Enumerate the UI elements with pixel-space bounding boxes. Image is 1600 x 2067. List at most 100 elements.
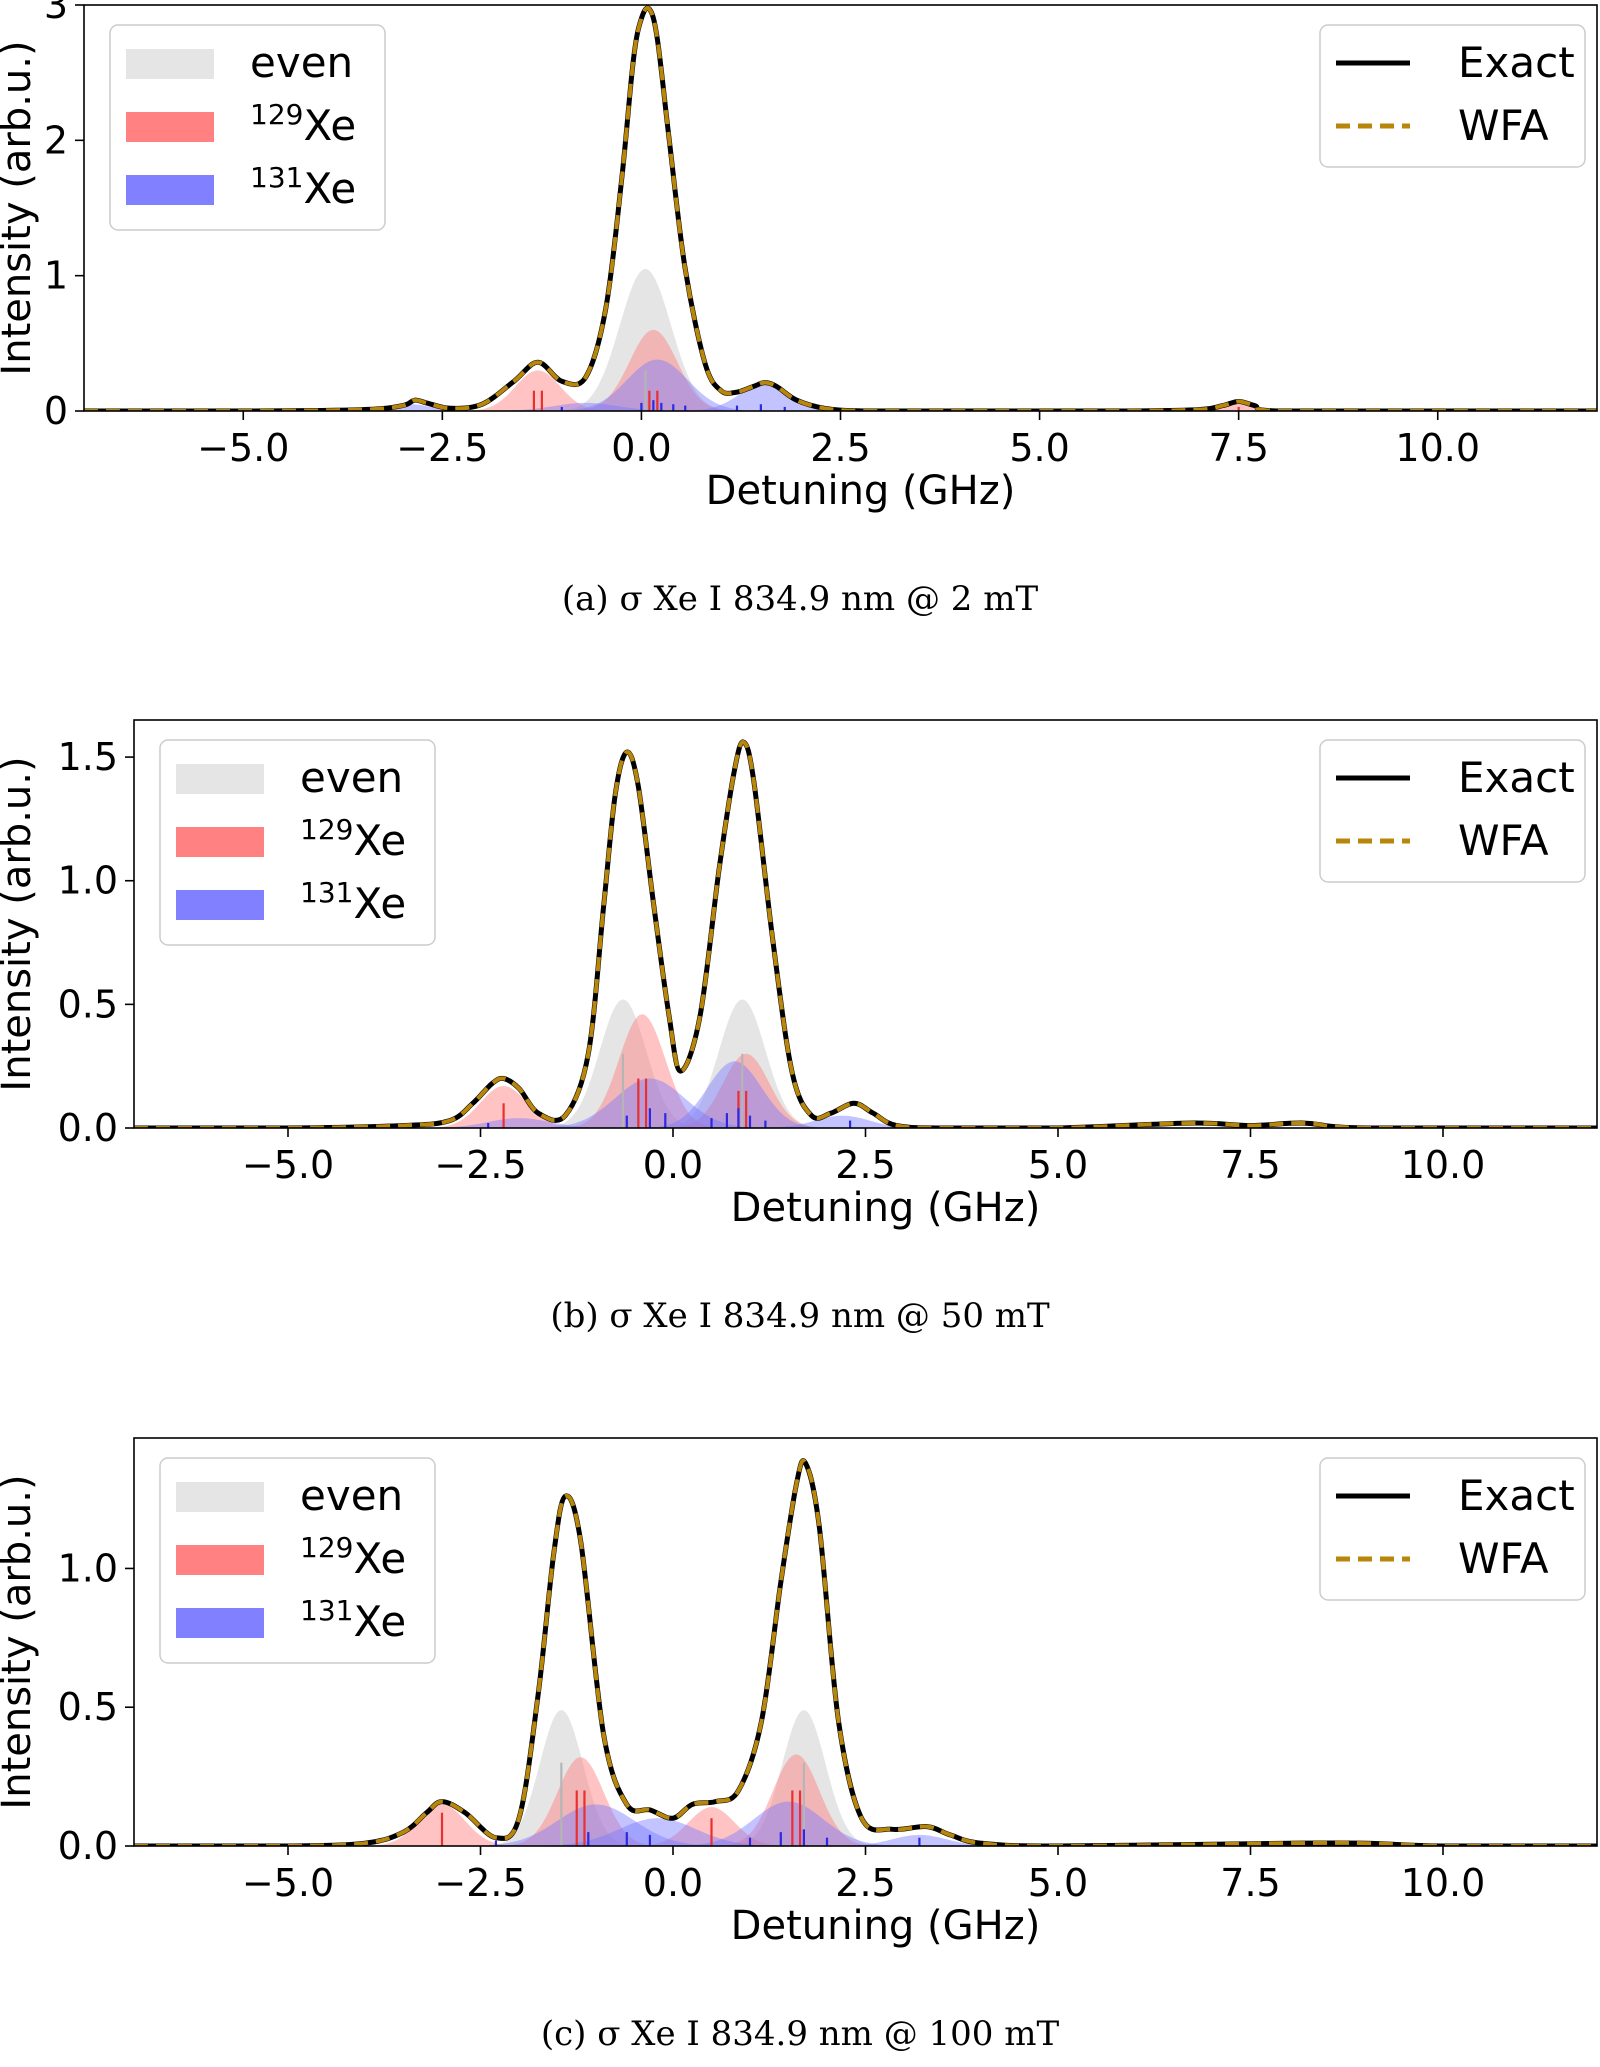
- x-tick-label: 0.0: [611, 426, 671, 470]
- x-tick-label: −2.5: [434, 1143, 526, 1187]
- legend-superscript: 131: [300, 876, 353, 909]
- legend-element: Xe: [303, 101, 356, 150]
- legend-swatch: [126, 175, 214, 205]
- legend-superscript: 131: [250, 161, 303, 194]
- xe131-area: [536, 359, 779, 411]
- chart-panel-2: −5.0 −2.5 0.0 2.5 5.0 7.5 10.0 0.0 0.5 1.0 1.5 Detu…: [0, 719, 1598, 1336]
- xe131-area: [503, 1818, 812, 1846]
- x-tick-label: 7.5: [1208, 426, 1268, 470]
- wfa-line: [84, 6, 1597, 411]
- xe129-area: [703, 1754, 889, 1846]
- xe131-area: [330, 404, 491, 411]
- x-tick-label: −2.5: [396, 426, 488, 470]
- x-tick-label: 5.0: [1009, 426, 1069, 470]
- y-tick-label: 0: [44, 389, 68, 433]
- legend-label: Exact: [1458, 753, 1575, 802]
- legend-element: Xe: [353, 879, 406, 928]
- x-tick-label: 0.0: [643, 1143, 703, 1187]
- xe131-area: [649, 1801, 928, 1846]
- chart-panel-1: −5.0 −2.5 0.0 2.5 5.0 7.5 10.0 0 1 2 3 Detuning (GH…: [0, 0, 1598, 619]
- even-area: [543, 268, 748, 411]
- legend-swatch: [176, 890, 264, 920]
- legend-label: Exact: [1458, 1471, 1575, 1520]
- exact-line: [134, 1458, 1597, 1846]
- panel-caption: (a) σ Xe I 834.9 nm @ 2 mT: [562, 579, 1039, 619]
- x-tick-label: 5.0: [1028, 1861, 1088, 1905]
- legend-label: 129Xe: [250, 98, 356, 150]
- x-tick-label: 2.5: [810, 426, 870, 470]
- y-tick-label: 2: [44, 118, 68, 162]
- legend-label: even: [250, 38, 353, 87]
- xe129-area: [488, 1757, 673, 1846]
- xe129-area: [549, 1014, 735, 1128]
- legend-label: 129Xe: [300, 1531, 406, 1583]
- legend-swatch: [126, 49, 214, 79]
- x-tick-label: 7.5: [1220, 1861, 1280, 1905]
- legend-element: Xe: [353, 1534, 406, 1583]
- legend-swatch: [176, 764, 264, 794]
- y-tick-label: 1.0: [58, 859, 118, 903]
- x-tick-label: 0.0: [643, 1861, 703, 1905]
- y-axis-label: Intensity (arb.u.): [0, 1474, 40, 1809]
- legend-label: WFA: [1458, 1534, 1549, 1583]
- x-tick-label: 7.5: [1220, 1143, 1280, 1187]
- legend-label: even: [300, 753, 403, 802]
- xe131-area: [734, 1115, 951, 1128]
- plot-area: [84, 5, 1597, 411]
- xe131-area: [662, 383, 867, 411]
- plot-area: [134, 739, 1597, 1128]
- legend-label: 131Xe: [300, 876, 406, 928]
- legend-label: 131Xe: [250, 161, 356, 213]
- y-axis-label: Intensity (arb.u.): [0, 40, 40, 375]
- legend-superscript: 131: [300, 1594, 353, 1627]
- legend-label: 129Xe: [300, 813, 406, 865]
- x-tick-label: 10.0: [1401, 1143, 1486, 1187]
- y-tick-label: 1.0: [58, 1546, 118, 1590]
- legend-swatch: [176, 1608, 264, 1638]
- x-tick-label: −5.0: [242, 1861, 334, 1905]
- xe131-area: [458, 402, 714, 411]
- x-axis-label: Detuning (GHz): [706, 468, 1016, 514]
- y-axis-label: Intensity (arb.u.): [0, 756, 40, 1091]
- panel-caption: (c) σ Xe I 834.9 nm @ 100 mT: [541, 2014, 1060, 2054]
- legend-element: Xe: [353, 816, 406, 865]
- xe131-area: [442, 1804, 750, 1846]
- legend-swatch: [176, 1545, 264, 1575]
- xe129-area: [653, 1053, 839, 1128]
- legend-label: WFA: [1458, 101, 1549, 150]
- legend-superscript: 129: [300, 813, 353, 846]
- legend-superscript: 129: [250, 98, 303, 131]
- x-tick-label: 10.0: [1395, 426, 1480, 470]
- xe131-area: [511, 1078, 789, 1128]
- legend-label: WFA: [1458, 816, 1549, 865]
- legend-swatch: [126, 112, 214, 142]
- legend-superscript: 129: [300, 1531, 353, 1564]
- xe131-area: [626, 1061, 843, 1128]
- x-tick-label: 2.5: [835, 1861, 895, 1905]
- x-tick-label: −5.0: [197, 426, 289, 470]
- y-tick-label: 1: [44, 254, 68, 298]
- legend-label: 131Xe: [300, 1594, 406, 1646]
- y-tick-label: 0.5: [58, 1685, 118, 1729]
- x-tick-label: 2.5: [835, 1143, 895, 1187]
- x-tick-label: −2.5: [434, 1861, 526, 1905]
- plot-area: [134, 1458, 1597, 1846]
- legend-label: Exact: [1458, 38, 1575, 87]
- x-axis-label: Detuning (GHz): [731, 1903, 1041, 1949]
- y-tick-label: 0.0: [58, 1106, 118, 1150]
- x-axis-label: Detuning (GHz): [731, 1185, 1041, 1231]
- y-tick-label: 0.5: [58, 982, 118, 1026]
- legend-label: even: [300, 1471, 403, 1520]
- xe131-area: [395, 1118, 643, 1128]
- x-tick-label: −5.0: [242, 1143, 334, 1187]
- legend-element: Xe: [303, 164, 356, 213]
- y-tick-label: 3: [44, 0, 68, 27]
- wfa-line: [134, 740, 1597, 1128]
- legend-swatch: [176, 1482, 264, 1512]
- x-tick-label: 10.0: [1401, 1861, 1486, 1905]
- y-tick-label: 1.5: [58, 735, 118, 779]
- xe129-area: [557, 329, 749, 411]
- legend-element: Xe: [353, 1597, 406, 1646]
- legend-swatch: [176, 827, 264, 857]
